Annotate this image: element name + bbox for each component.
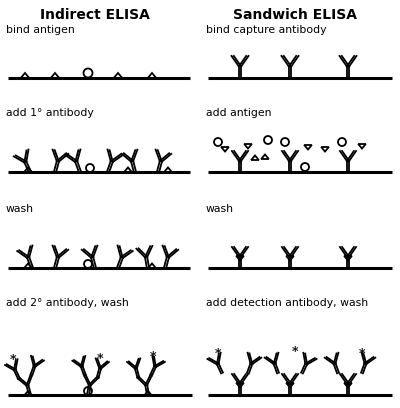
Text: add detection antibody, wash: add detection antibody, wash (206, 298, 368, 308)
Text: Sandwich ELISA: Sandwich ELISA (233, 8, 357, 22)
Text: *: * (292, 346, 298, 359)
Text: bind antigen: bind antigen (6, 25, 75, 35)
Text: *: * (10, 354, 16, 367)
Text: wash: wash (206, 204, 234, 214)
Text: add 2° antibody, wash: add 2° antibody, wash (6, 298, 129, 308)
Text: add antigen: add antigen (206, 108, 272, 118)
Text: wash: wash (6, 204, 34, 214)
Text: Indirect ELISA: Indirect ELISA (40, 8, 150, 22)
Text: *: * (215, 348, 221, 361)
Text: *: * (359, 348, 365, 361)
Text: *: * (96, 353, 103, 366)
Text: *: * (150, 350, 156, 364)
Text: add 1° antibody: add 1° antibody (6, 108, 94, 118)
Text: bind capture antibody: bind capture antibody (206, 25, 326, 35)
